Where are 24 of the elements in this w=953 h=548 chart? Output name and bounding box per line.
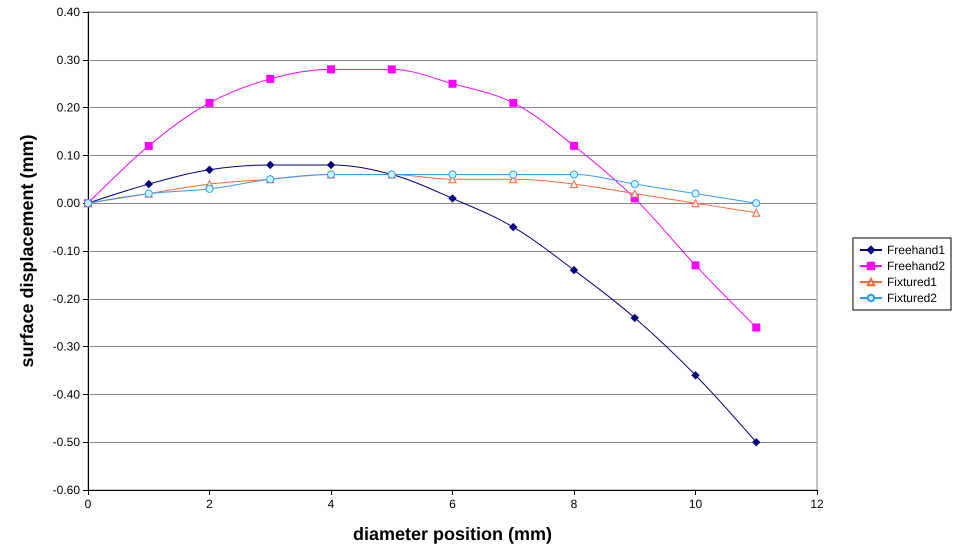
- x-tick-label: 4: [328, 497, 335, 511]
- legend-label: Fixtured2: [886, 291, 938, 305]
- y-tick-label: -0.50: [52, 435, 80, 450]
- y-tick-label: -0.30: [52, 340, 80, 354]
- y-tick-label: 0.10: [56, 148, 80, 162]
- y-tick-label: -0.40: [52, 387, 80, 402]
- x-tick-label: 12: [810, 497, 824, 511]
- y-tick-label: -0.60: [52, 483, 80, 497]
- legend-label: Freehand1: [886, 243, 946, 257]
- y-tick-label: 0.20: [56, 100, 80, 115]
- y-tick-label: 0.40: [56, 5, 80, 19]
- x-tick-label: 8: [570, 497, 578, 511]
- x-tick-label: 10: [688, 497, 702, 511]
- y-tick-label: 0.00: [56, 196, 80, 210]
- y-axis-title: surface displacement (mm): [17, 134, 37, 368]
- x-tick-label: 6: [449, 497, 456, 511]
- x-tick-label: 0: [84, 497, 92, 511]
- legend-label: Freehand2: [886, 259, 946, 273]
- y-tick-label: -0.20: [52, 292, 80, 306]
- x-axis-title: diameter position (mm): [352, 524, 552, 544]
- legend-label: Fixtured1: [886, 275, 938, 289]
- x-tick-label: 2: [206, 497, 214, 511]
- y-tick-label: 0.30: [56, 52, 80, 67]
- y-tick-label: -0.10: [52, 244, 80, 258]
